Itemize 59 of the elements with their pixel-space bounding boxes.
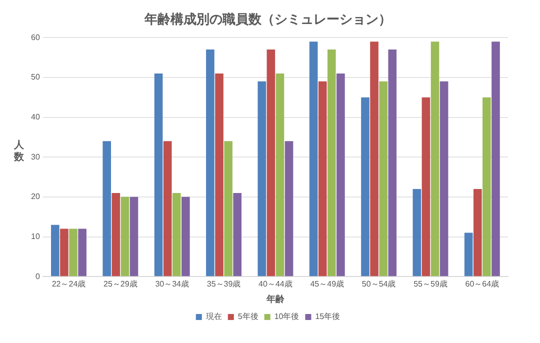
bar — [182, 196, 190, 276]
bar — [120, 196, 130, 276]
bar — [473, 188, 482, 276]
y-tick-label: 50 — [30, 72, 40, 82]
y-tick-label: 60 — [30, 32, 40, 42]
bar — [258, 81, 266, 276]
x-axis-title: 年齢 — [265, 294, 286, 304]
bar — [102, 141, 112, 276]
bar — [464, 232, 473, 276]
y-tick-label: 30 — [30, 152, 40, 162]
y-tick-label: 20 — [30, 192, 40, 202]
y-tick-label: 10 — [30, 232, 40, 241]
bar — [112, 192, 120, 276]
bar — [51, 224, 60, 276]
bar — [327, 50, 336, 276]
x-tick-label: 35～39歳 — [206, 280, 241, 289]
bar — [361, 97, 370, 276]
bar — [388, 50, 397, 276]
legend-label: 10年後 — [274, 312, 300, 322]
bar — [284, 141, 294, 276]
bar — [154, 73, 163, 276]
bar — [60, 228, 68, 276]
x-tick-label: 60～64歳 — [465, 280, 500, 289]
x-tick-label: 50～54歳 — [362, 280, 396, 289]
bar — [69, 228, 78, 276]
x-tick-label: 45～49歳 — [310, 280, 344, 289]
y-axis-title: 人数 — [12, 140, 25, 164]
bar — [412, 188, 422, 276]
x-tick-label: 22～24歳 — [52, 280, 86, 289]
bar — [370, 42, 378, 276]
bar — [215, 73, 224, 276]
bar — [309, 42, 318, 276]
bar — [206, 50, 214, 276]
bar — [78, 228, 86, 276]
bar — [492, 42, 500, 276]
bar — [130, 196, 138, 276]
x-tick-label: 55～59歳 — [414, 280, 448, 289]
legend-label: 現在 — [206, 312, 222, 322]
bar — [276, 73, 284, 276]
bar — [440, 81, 448, 276]
x-tick-label: 30～34歳 — [155, 280, 189, 289]
bar — [336, 73, 345, 276]
y-tick-label: 40 — [30, 112, 40, 122]
bar — [163, 141, 172, 276]
bar — [482, 97, 491, 276]
chart-title: 年齢構成別の職員数（シミュレーション） — [144, 11, 392, 26]
bar — [379, 81, 388, 276]
x-tick-label: 40～44歳 — [258, 280, 292, 289]
bar — [224, 141, 232, 276]
bar — [172, 192, 181, 276]
bar — [266, 50, 276, 276]
x-tick-label: 25～29歳 — [104, 280, 138, 289]
bar — [430, 42, 440, 276]
legend-label: 5年後 — [238, 312, 258, 322]
legend-label: 15年後 — [315, 312, 340, 322]
y-tick-label: 0 — [35, 272, 40, 281]
bar — [422, 97, 430, 276]
bar — [318, 81, 327, 276]
bar — [233, 192, 242, 276]
